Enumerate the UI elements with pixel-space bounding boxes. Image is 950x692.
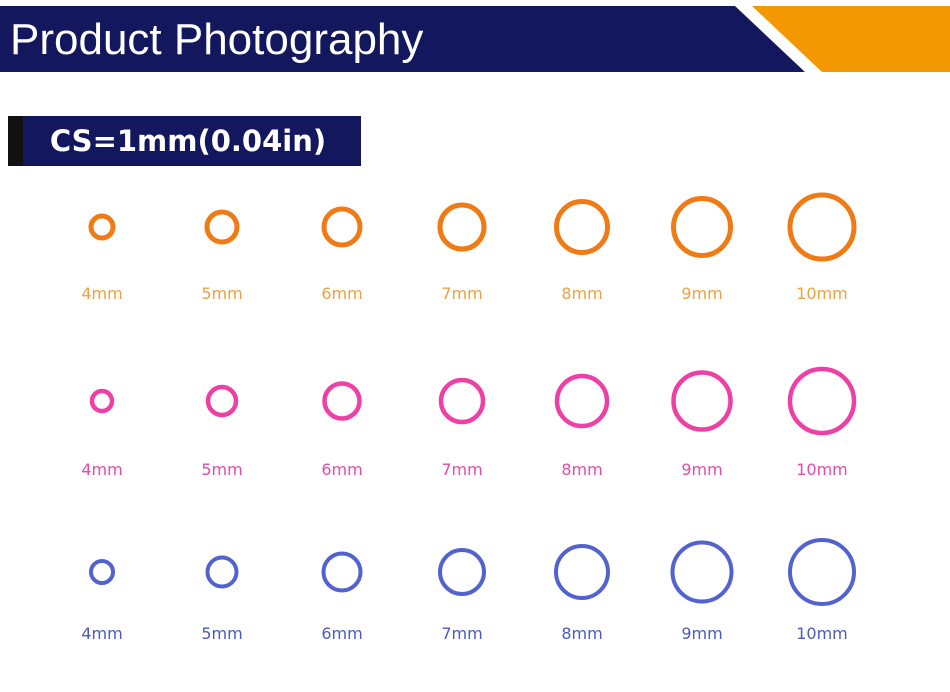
o-ring (787, 192, 857, 262)
header-stripe (735, 6, 822, 72)
o-ring (322, 381, 362, 421)
size-label: 9mm (681, 624, 722, 643)
o-ring (554, 544, 610, 600)
o-ring (321, 206, 363, 248)
o-ring (554, 373, 610, 429)
size-label: 10mm (796, 284, 848, 303)
size-label: 6mm (321, 284, 362, 303)
size-label: 4mm (81, 284, 122, 303)
size-label: 7mm (441, 624, 482, 643)
o-ring (670, 540, 734, 604)
size-label: 5mm (201, 284, 242, 303)
size-label: 7mm (441, 284, 482, 303)
badge-text: CS=1mm(0.04in) (50, 124, 326, 158)
size-label: 4mm (81, 624, 122, 643)
o-ring (671, 196, 733, 258)
size-label: 7mm (441, 460, 482, 479)
o-ring (788, 538, 856, 606)
o-ring (88, 213, 116, 241)
size-label: 4mm (81, 460, 122, 479)
size-label: 10mm (796, 624, 848, 643)
o-ring (554, 199, 610, 255)
o-ring (205, 384, 239, 418)
o-ring (204, 209, 240, 245)
size-label: 6mm (321, 460, 362, 479)
size-label: 5mm (201, 460, 242, 479)
size-label: 10mm (796, 460, 848, 479)
o-ring (787, 366, 857, 436)
size-label: 8mm (561, 460, 602, 479)
size-label: 8mm (561, 624, 602, 643)
o-ring (321, 551, 363, 593)
header-band (0, 6, 805, 72)
size-label: 9mm (681, 284, 722, 303)
header-title: Product Photography (10, 15, 423, 64)
size-label: 5mm (201, 624, 242, 643)
size-label: 6mm (321, 624, 362, 643)
header-accent (740, 6, 950, 72)
o-ring (89, 388, 115, 414)
size-label: 9mm (681, 460, 722, 479)
badge-tab (8, 116, 23, 166)
ring-grid: 4mm 5mm 6mm 7mm 8mm 9mm 10mm 4mm 5mm 6mm 7mm 8mm 9mm… (81, 192, 857, 643)
size-label: 8mm (561, 284, 602, 303)
o-ring (438, 377, 486, 425)
o-ring (437, 202, 487, 252)
o-ring (438, 548, 486, 596)
o-ring (671, 370, 733, 432)
badge (23, 116, 361, 166)
o-ring (89, 559, 115, 585)
o-ring (205, 555, 239, 589)
